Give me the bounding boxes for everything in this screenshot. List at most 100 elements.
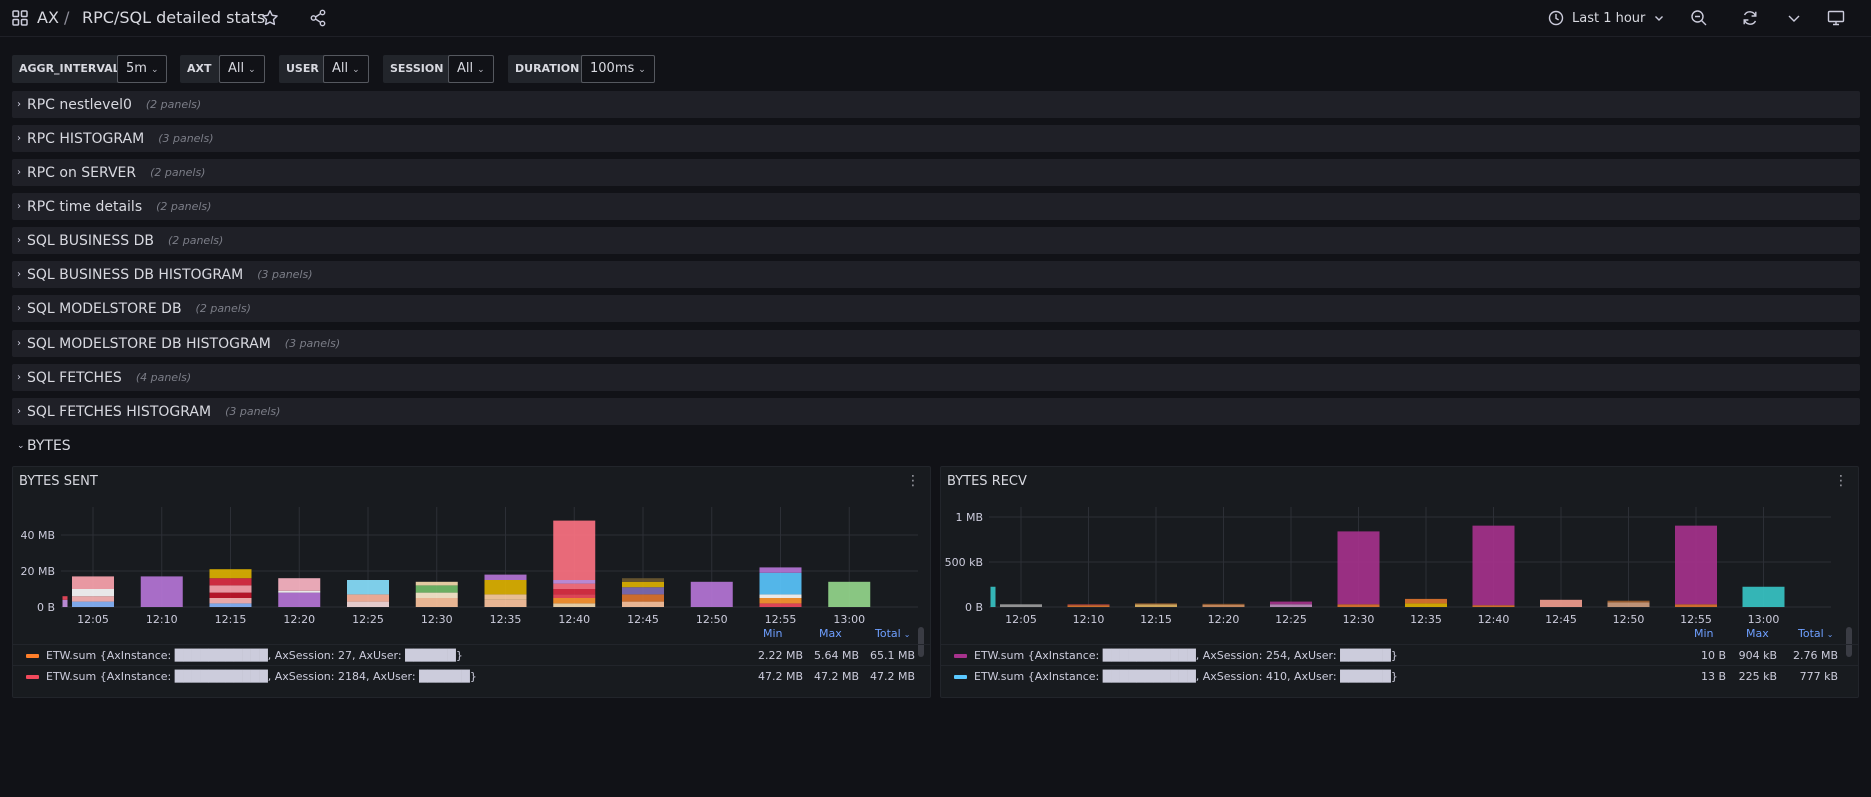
y-tick-label: 500 kB bbox=[945, 556, 983, 569]
bar-segment bbox=[209, 585, 252, 593]
legend-header-max[interactable]: Max bbox=[1746, 627, 1769, 640]
x-tick-label: 12:45 bbox=[627, 613, 659, 626]
row-sql-business-db[interactable]: › SQL BUSINESS DB (2 panels) bbox=[12, 227, 1860, 254]
legend-header-max[interactable]: Max bbox=[819, 627, 842, 640]
row-sql-modelstore-db[interactable]: › SQL MODELSTORE DB (2 panels) bbox=[12, 295, 1860, 322]
row-bytes[interactable]: ⌄ BYTES bbox=[12, 432, 1860, 459]
row-title: SQL MODELSTORE DB bbox=[27, 300, 182, 317]
refresh-interval-chevron-icon[interactable] bbox=[1785, 9, 1803, 27]
row-panel-count: (3 panels) bbox=[257, 268, 313, 281]
row-panel-count: (2 panels) bbox=[145, 98, 202, 111]
panel-title[interactable]: BYTES SENT bbox=[19, 474, 98, 489]
apps-grid-icon[interactable] bbox=[12, 10, 28, 26]
bar-segment bbox=[72, 589, 114, 597]
legend-item[interactable]: ETW.sum {AxInstance: ███████████, AxSess… bbox=[13, 644, 930, 665]
bar-segment bbox=[209, 592, 252, 598]
bar-segment bbox=[553, 589, 596, 595]
variable-select-duration[interactable]: 100ms ⌄ bbox=[581, 55, 655, 83]
x-tick-label: 12:35 bbox=[1410, 613, 1442, 626]
bar-segment bbox=[1675, 604, 1717, 607]
chevron-down-icon bbox=[1655, 16, 1664, 21]
chevron-right-icon: › bbox=[17, 133, 21, 144]
row-rpc-time-details[interactable]: › RPC time details (2 panels) bbox=[12, 193, 1860, 220]
bar-segment bbox=[415, 581, 458, 586]
bar-segment bbox=[553, 583, 596, 589]
bar-segment bbox=[828, 581, 871, 607]
legend-swatch bbox=[26, 675, 39, 679]
row-rpc-on-server[interactable]: › RPC on SERVER (2 panels) bbox=[12, 159, 1860, 186]
legend-swatch bbox=[954, 675, 967, 679]
row-sql-fetches[interactable]: › SQL FETCHES (4 panels) bbox=[12, 364, 1860, 391]
x-tick-label: 12:05 bbox=[77, 613, 109, 626]
legend-item[interactable]: ETW.sum {AxInstance: ███████████, AxSess… bbox=[941, 665, 1858, 686]
panel-title[interactable]: BYTES RECV bbox=[947, 474, 1027, 489]
chevron-down-icon: ⌄ bbox=[17, 440, 25, 451]
tv-mode-icon[interactable] bbox=[1827, 9, 1845, 27]
chevron-right-icon: › bbox=[17, 338, 21, 349]
bar-segment bbox=[72, 596, 114, 602]
x-tick-label: 12:15 bbox=[215, 613, 247, 626]
bar-segment bbox=[622, 587, 664, 595]
share-icon[interactable] bbox=[309, 9, 327, 27]
legend-scrollbar[interactable] bbox=[1846, 627, 1852, 657]
y-tick-label: 0 B bbox=[965, 601, 983, 614]
legend-swatch bbox=[954, 654, 967, 658]
chevron-right-icon: › bbox=[17, 99, 21, 110]
x-tick-label: 12:45 bbox=[1545, 613, 1577, 626]
bar-segment bbox=[415, 592, 458, 598]
variable-label-user: USER bbox=[279, 55, 326, 83]
variable-label-axt: AXT bbox=[180, 55, 219, 83]
row-rpc-nestlevel0[interactable]: › RPC nestlevel0 (2 panels) bbox=[12, 91, 1860, 118]
x-tick-label: 13:00 bbox=[833, 613, 865, 626]
legend-max: 47.2 MB bbox=[813, 670, 859, 683]
dashboard-title[interactable]: RPC/SQL detailed stats bbox=[82, 8, 266, 27]
legend-item[interactable]: ETW.sum {AxInstance: ███████████, AxSess… bbox=[13, 665, 930, 686]
star-icon[interactable] bbox=[261, 9, 279, 27]
bar-segment bbox=[62, 596, 68, 600]
chevron-down-icon: ⌄ bbox=[638, 65, 646, 75]
bar-segment bbox=[484, 580, 527, 595]
legend-header-total-label: Total bbox=[1798, 627, 1824, 640]
row-title: SQL MODELSTORE DB HISTOGRAM bbox=[27, 335, 271, 352]
bytes-sent-chart[interactable]: 0 B 20 MB 40 MB 12:05 12:10 12:15 12:20 12:25 12… bbox=[13, 497, 930, 647]
y-tick-label: 0 B bbox=[37, 601, 55, 614]
breadcrumb-folder[interactable]: AX bbox=[37, 8, 59, 27]
clock-icon bbox=[1548, 10, 1564, 26]
bar-segment bbox=[484, 594, 527, 600]
variable-select-user[interactable]: All ⌄ bbox=[323, 55, 369, 83]
legend-header-min[interactable]: Min bbox=[1694, 627, 1714, 640]
row-panel-count: (2 panels) bbox=[167, 234, 224, 247]
bar-segment bbox=[415, 598, 458, 607]
legend-header-total[interactable]: Total ⌄ bbox=[875, 627, 910, 640]
legend-header-min[interactable]: Min bbox=[763, 627, 783, 640]
chevron-down-icon: ⌄ bbox=[248, 65, 256, 75]
legend-total: 47.2 MB bbox=[869, 670, 915, 683]
bar-segment bbox=[278, 592, 321, 607]
sort-desc-icon: ⌄ bbox=[1826, 630, 1834, 639]
bar-segment bbox=[1337, 531, 1380, 605]
legend-scrollbar[interactable] bbox=[918, 627, 924, 657]
legend-header-total[interactable]: Total ⌄ bbox=[1798, 627, 1833, 640]
chevron-right-icon: › bbox=[17, 406, 21, 417]
bar-segment bbox=[553, 580, 596, 584]
panel-menu-icon[interactable]: ⋮ bbox=[906, 473, 920, 489]
legend-max: 225 kB bbox=[1738, 670, 1777, 683]
legend-item[interactable]: ETW.sum {AxInstance: ███████████, AxSess… bbox=[941, 644, 1858, 665]
bytes-recv-chart[interactable]: 0 B 500 kB 1 MB 12:05 12:10 12:15 12:20 12:25 12… bbox=[941, 497, 1858, 647]
zoom-out-icon[interactable] bbox=[1690, 9, 1708, 27]
time-range-picker[interactable]: Last 1 hour bbox=[1548, 6, 1665, 30]
row-title: SQL BUSINESS DB bbox=[27, 232, 154, 249]
panel-menu-icon[interactable]: ⋮ bbox=[1834, 473, 1848, 489]
refresh-icon[interactable] bbox=[1741, 9, 1759, 27]
y-tick-label: 20 MB bbox=[20, 565, 55, 578]
row-panel-count: (2 panels) bbox=[156, 200, 212, 213]
variable-select-session[interactable]: All ⌄ bbox=[448, 55, 494, 83]
variable-select-aggr-interval[interactable]: 5m ⌄ bbox=[117, 55, 168, 83]
row-sql-business-db-histogram[interactable]: › SQL BUSINESS DB HISTOGRAM (3 panels) bbox=[12, 261, 1860, 288]
bar-segment bbox=[1742, 586, 1785, 607]
x-tick-label: 12:10 bbox=[1073, 613, 1105, 626]
row-sql-modelstore-db-histogram[interactable]: › SQL MODELSTORE DB HISTOGRAM (3 panels) bbox=[12, 330, 1860, 357]
row-rpc-histogram[interactable]: › RPC HISTOGRAM (3 panels) bbox=[12, 125, 1860, 152]
variable-select-axt[interactable]: All ⌄ bbox=[219, 55, 265, 83]
row-sql-fetches-histogram[interactable]: › SQL FETCHES HISTOGRAM (3 panels) bbox=[12, 398, 1860, 425]
